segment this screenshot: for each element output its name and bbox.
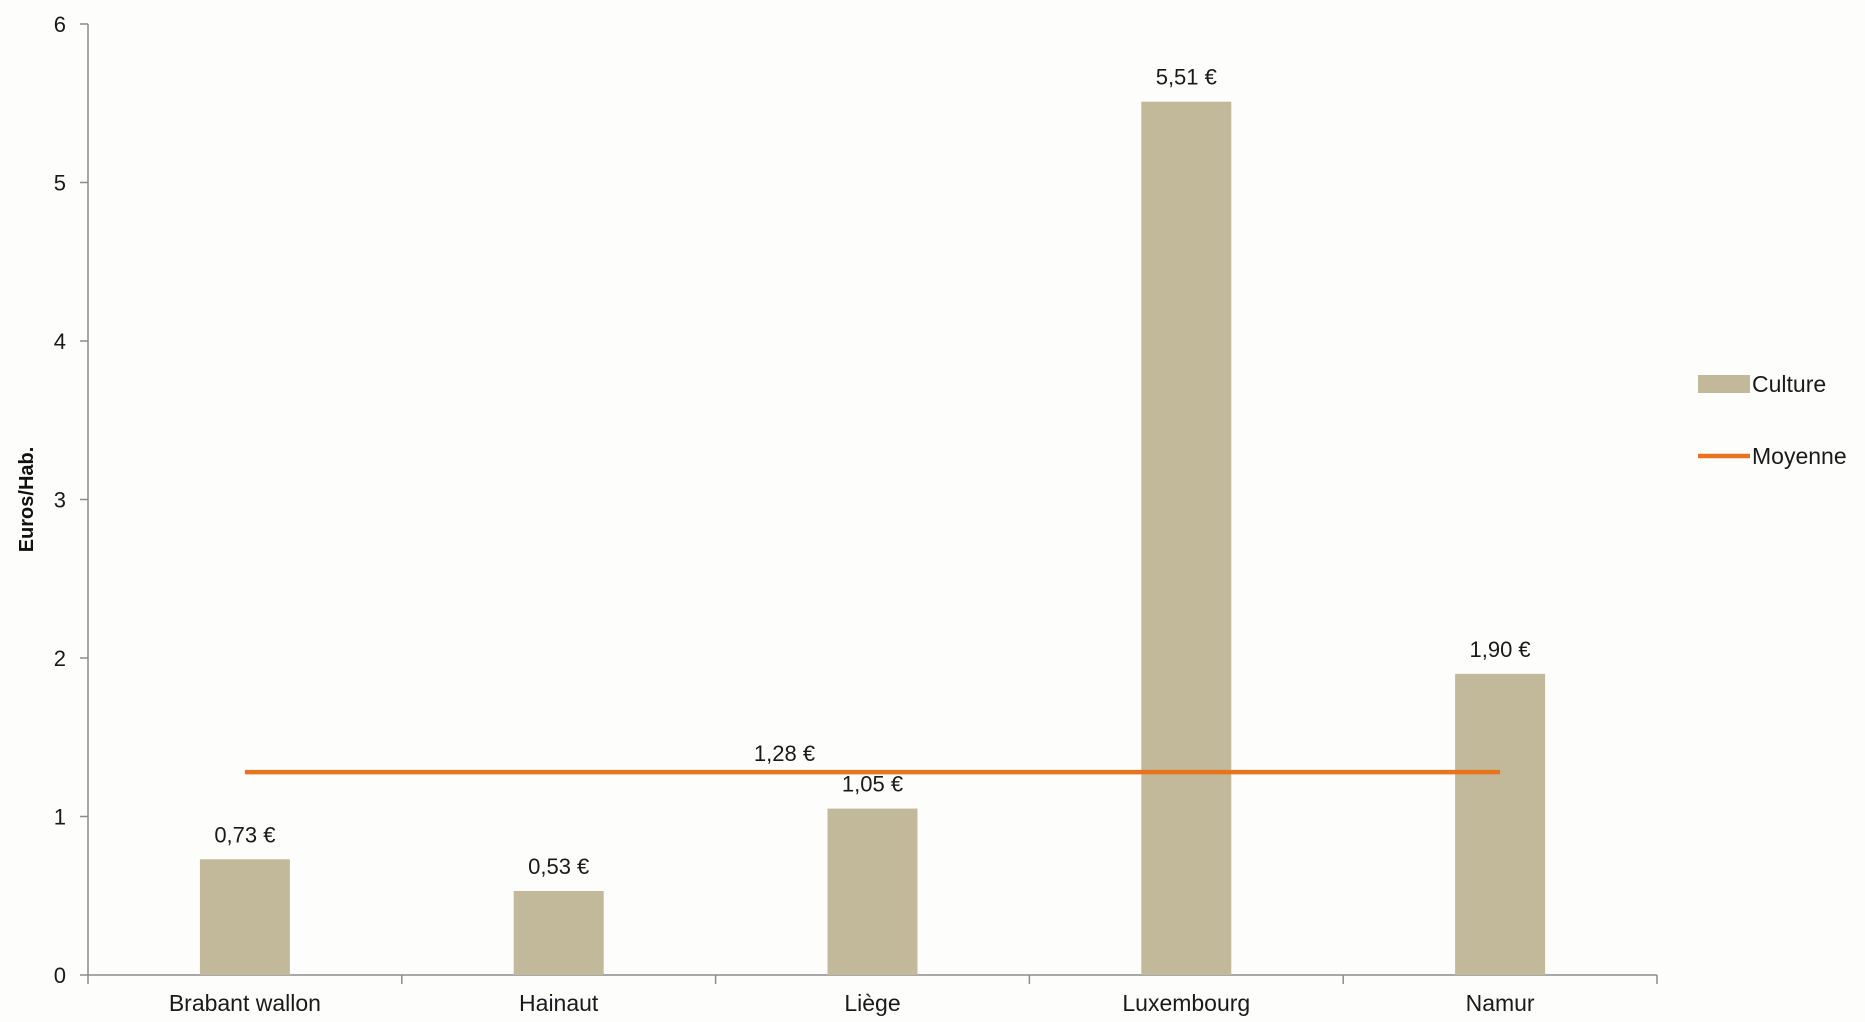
x-tick-label: Luxembourg bbox=[1122, 990, 1250, 1016]
x-tick-label: Hainaut bbox=[519, 990, 599, 1016]
legend-label-moyenne: Moyenne bbox=[1752, 443, 1847, 469]
legend-swatch-culture bbox=[1698, 375, 1750, 393]
y-tick-label: 2 bbox=[54, 646, 66, 671]
legend: Culture Moyenne bbox=[1698, 371, 1847, 469]
bar-luxembourg bbox=[1141, 101, 1232, 976]
y-axis-title: Euros/Hab. bbox=[16, 447, 38, 553]
y-tick-label: 6 bbox=[54, 12, 66, 37]
bar-data-label: 5,51 € bbox=[1156, 65, 1217, 90]
y-tick-label: 5 bbox=[54, 171, 66, 196]
axes: 0 1 2 3 4 5 6 Brabant wallon Hainaut Liège Luxembo… bbox=[16, 12, 1658, 1016]
bar-hainaut bbox=[513, 890, 604, 975]
bar-namur bbox=[1455, 673, 1546, 975]
data-labels: 0,73 € 0,53 € 1,05 € 5,51 € 1,90 € 1,28 € bbox=[214, 65, 1530, 879]
bar-data-label: 0,53 € bbox=[528, 854, 589, 879]
x-tick-label: Liège bbox=[844, 990, 900, 1016]
bar-brabant-wallon bbox=[199, 859, 290, 975]
y-tick-label: 3 bbox=[54, 488, 66, 513]
bars bbox=[199, 101, 1546, 976]
bar-data-label: 1,05 € bbox=[842, 772, 903, 797]
x-tick-label: Namur bbox=[1466, 990, 1535, 1016]
legend-label-culture: Culture bbox=[1752, 371, 1826, 397]
y-tick-label: 4 bbox=[54, 329, 66, 354]
y-tick-label: 0 bbox=[54, 963, 66, 988]
bar-data-label: 0,73 € bbox=[214, 822, 275, 847]
average-data-label: 1,28 € bbox=[754, 741, 815, 766]
bar-data-label: 1,90 € bbox=[1470, 637, 1531, 662]
y-tick-label: 1 bbox=[54, 805, 66, 830]
bar-li-ge bbox=[827, 808, 918, 975]
x-tick-label: Brabant wallon bbox=[169, 990, 321, 1016]
